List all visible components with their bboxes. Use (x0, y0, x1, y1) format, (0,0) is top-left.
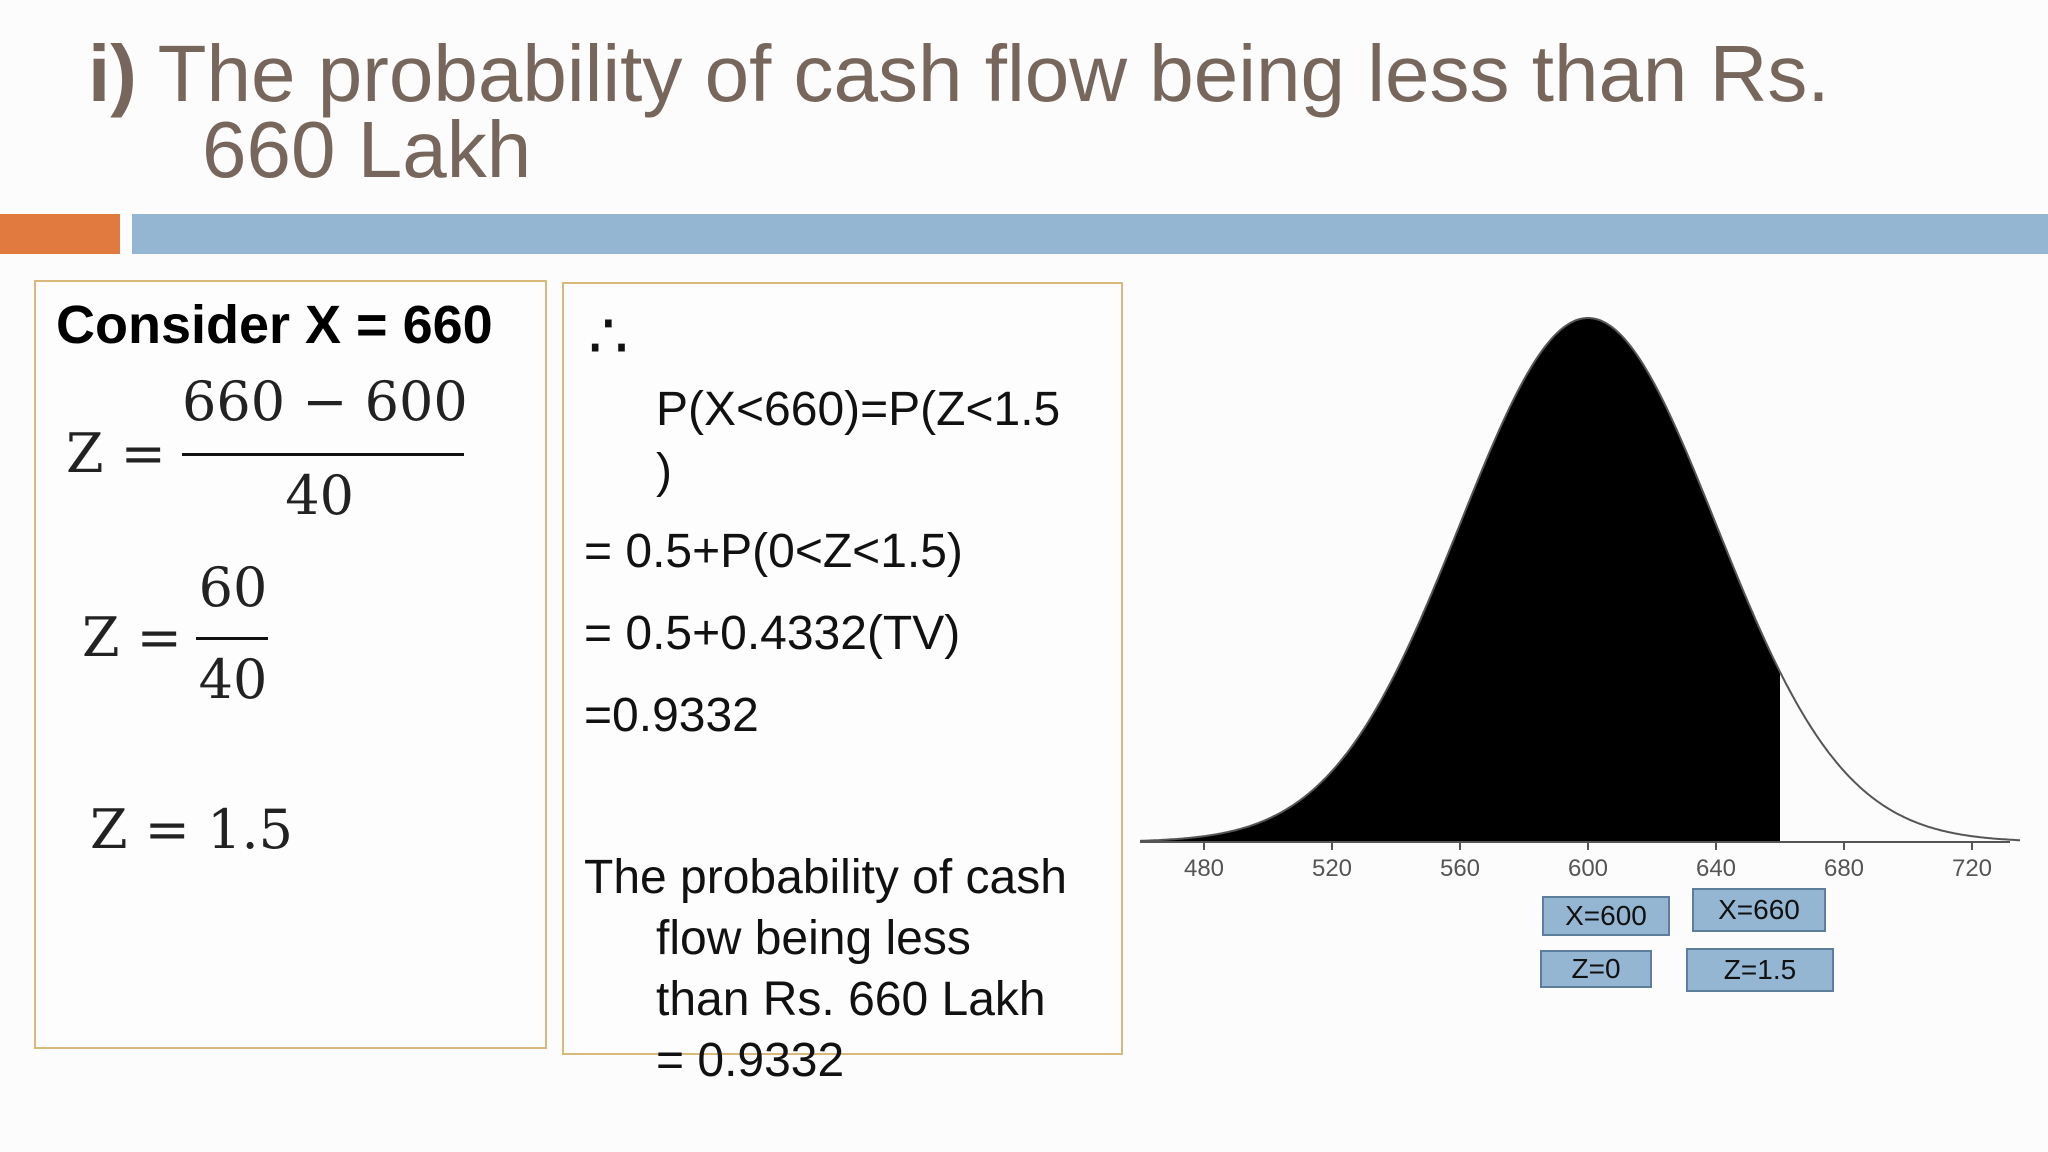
x-tick-label-600: 600 (1568, 855, 1608, 882)
therefore-symbol: ∴ (588, 300, 629, 374)
x-tick-label-720: 720 (1952, 855, 1992, 882)
prob-line1a: P(X<660)=P(Z<1.5 (656, 383, 1061, 436)
eq2-fraction-bar (196, 637, 268, 640)
label-x660: X=660 (1692, 888, 1826, 932)
eq1-fraction-bar (182, 453, 464, 456)
x-tick-label-680: 680 (1824, 855, 1864, 882)
slide-title: i) The probability of cash flow being le… (88, 28, 1830, 120)
title-prefix: i) (88, 29, 137, 118)
shaded-area-below-660 (1140, 318, 1780, 842)
prob-line3: = 0.5+0.4332(TV) (584, 607, 961, 660)
normal-curve-line (1140, 317, 2020, 842)
accent-bar-blue (132, 214, 2048, 254)
conclusion-line4: = 0.9332 (656, 1034, 845, 1087)
title-text-line1: The probability of cash flow being less … (136, 29, 1830, 118)
eq2-lhs: Z = (82, 606, 182, 669)
eq1-lhs: Z = (66, 422, 166, 485)
normal-curve-chart: 480 520 560 600 640 680 720 (1140, 317, 2020, 882)
calculation-box (34, 280, 547, 1049)
label-x600: X=600 (1542, 896, 1670, 936)
conclusion-line2: flow being less (656, 912, 971, 965)
result-box (562, 282, 1123, 1055)
prob-line2: = 0.5+P(0<Z<1.5) (584, 525, 963, 578)
eq1-numerator: 660 − 600 (182, 370, 468, 433)
eq3: Z = 1.5 (90, 798, 293, 861)
eq2-denominator: 40 (198, 648, 268, 711)
x-tick-label-560: 560 (1440, 855, 1480, 882)
eq1-denominator: 40 (285, 464, 354, 527)
label-z0: Z=0 (1540, 950, 1652, 988)
prob-line1b: ) (656, 445, 672, 498)
x-tick-label-640: 640 (1696, 855, 1736, 882)
conclusion-line1: The probability of cash (584, 851, 1067, 904)
title-text-line2: 660 Lakh (202, 105, 532, 194)
prob-result: =0.9332 (584, 689, 759, 742)
eq2-numerator: 60 (198, 556, 268, 619)
accent-bar-orange (0, 214, 120, 254)
consider-heading: Consider X = 660 (56, 295, 493, 355)
x-tick-label-520: 520 (1312, 855, 1352, 882)
conclusion-line3: than Rs. 660 Lakh (656, 973, 1046, 1026)
x-axis-ticks: 480 520 560 600 640 680 720 (1184, 842, 1992, 882)
label-z1-5: Z=1.5 (1686, 948, 1834, 992)
x-tick-label-480: 480 (1184, 855, 1224, 882)
